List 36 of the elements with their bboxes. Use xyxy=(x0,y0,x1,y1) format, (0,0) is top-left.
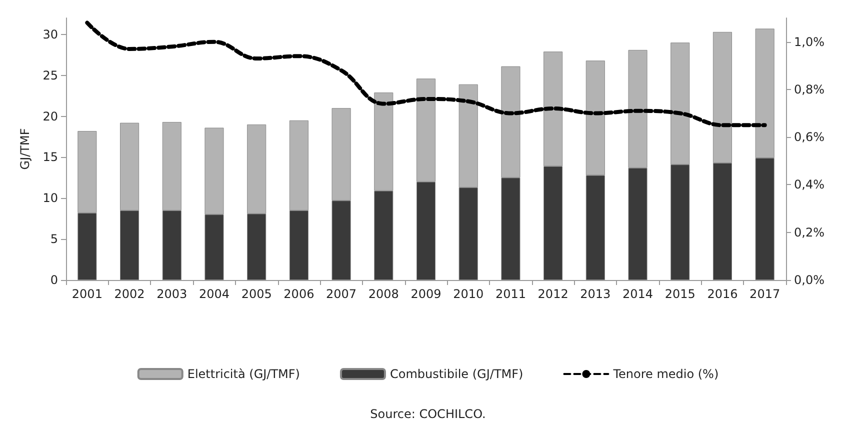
x-tick-label: 2007 xyxy=(326,287,357,301)
x-tick-label: 2006 xyxy=(284,287,314,301)
y2-tick-label: 0,4% xyxy=(794,178,824,192)
y2-tick-label: 0,0% xyxy=(794,273,824,287)
y2-tick-label: 0,8% xyxy=(794,82,824,96)
y2-tick-label: 0,6% xyxy=(794,130,824,144)
y-axis-title: GJ/TMF xyxy=(18,128,32,170)
legend-label: Elettricità (GJ/TMF) xyxy=(187,367,300,381)
y-tick-label: 10 xyxy=(42,191,58,206)
y-tick-label: 0 xyxy=(50,273,58,287)
y-tick-label: 15 xyxy=(42,150,58,164)
y-tick-label: 30 xyxy=(42,27,58,42)
x-tick-label: 2010 xyxy=(453,287,484,301)
legend-label: Tenore medio (%) xyxy=(612,367,719,381)
x-tick-label: 2011 xyxy=(495,287,526,301)
x-tick-label: 2005 xyxy=(241,287,272,301)
y2-tick-label: 0,2% xyxy=(794,225,824,240)
x-tick-label: 2015 xyxy=(664,287,696,301)
x-tick-label: 2017 xyxy=(750,287,780,301)
x-tick-label: 2016 xyxy=(707,287,738,301)
legend-label: Combustibile (GJ/TMF) xyxy=(390,367,524,381)
x-tick-label: 2003 xyxy=(156,287,188,301)
x-tick-label: 2001 xyxy=(72,287,102,301)
line-series xyxy=(85,20,767,128)
x-tick-label: 2002 xyxy=(114,287,145,301)
x-tick-label: 2004 xyxy=(198,287,230,301)
y2-tick-label: 1,0% xyxy=(794,34,824,49)
x-tick-label: 2008 xyxy=(368,287,399,301)
y-tick-label: 5 xyxy=(50,232,58,246)
y-tick-label: 25 xyxy=(42,68,58,82)
source-note: Source: COCHILCO. xyxy=(370,407,486,421)
x-tick-label: 2009 xyxy=(410,287,442,301)
x-tick-label: 2014 xyxy=(622,287,654,301)
x-tick-label: 2012 xyxy=(538,287,568,301)
x-tick-label: 2013 xyxy=(580,287,611,301)
y-tick-label: 20 xyxy=(42,109,58,124)
